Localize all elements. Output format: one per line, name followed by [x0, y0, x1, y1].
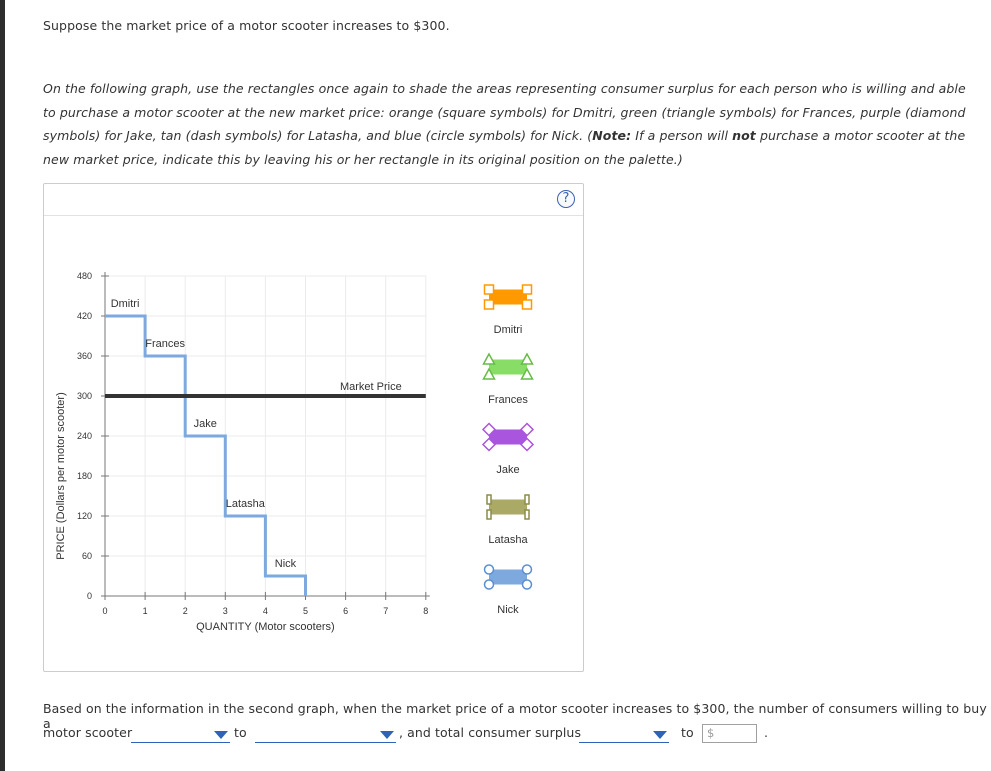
diamond-handle-icon[interactable]: [519, 437, 535, 452]
market-price-label: Market Price: [340, 381, 402, 393]
x-tick-label: 3: [223, 606, 228, 616]
palette-label: Dmitri: [494, 324, 523, 336]
dash-handle-icon[interactable]: [486, 494, 492, 505]
dash-handle-icon[interactable]: [486, 509, 492, 520]
panel-header-divider: [44, 215, 583, 216]
triangle-handle-icon[interactable]: [520, 367, 534, 380]
square-handle-icon[interactable]: [483, 284, 495, 295]
circle-handle-icon[interactable]: [483, 564, 495, 575]
palette-rect-fill[interactable]: [489, 429, 527, 445]
triangle-handle-icon[interactable]: [482, 352, 496, 365]
circle-handle-icon[interactable]: [521, 564, 533, 575]
x-tick-label: 4: [263, 606, 268, 616]
palette-label: Jake: [496, 464, 519, 476]
y-tick-label: 480: [77, 271, 92, 281]
palette-rect-dmitri[interactable]: [483, 284, 533, 310]
palette-rect-jake[interactable]: [481, 422, 535, 452]
demand-step-label: Nick: [275, 558, 297, 570]
diamond-handle-icon[interactable]: [481, 437, 497, 452]
demand-step-label: Dmitri: [111, 298, 140, 310]
palette-rect-fill[interactable]: [489, 499, 527, 515]
y-tick-label: 0: [87, 591, 92, 601]
palette-rect-frances[interactable]: [482, 352, 534, 380]
square-handle-icon[interactable]: [521, 299, 533, 310]
to-text-2: to: [681, 725, 694, 740]
x-tick-label: 2: [183, 606, 188, 616]
x-axis-title: QUANTITY (Motor scooters): [196, 621, 335, 633]
left-edge-bar: [0, 0, 5, 771]
motor-scooter-text: motor scooter: [43, 725, 133, 740]
palette-rect-fill[interactable]: [489, 569, 527, 585]
palette-label: Nick: [497, 604, 519, 616]
y-tick-label: 60: [82, 551, 92, 561]
palette-rect-fill[interactable]: [489, 289, 527, 305]
square-handle-icon[interactable]: [521, 284, 533, 295]
consumer-surplus-input[interactable]: $: [702, 724, 757, 743]
palette-label: Frances: [488, 394, 528, 406]
and-total-text: , and total consumer surplus: [399, 725, 582, 740]
y-tick-label: 120: [77, 511, 92, 521]
demand-step-label: Jake: [194, 418, 217, 430]
consumer-surplus-chart: 0 60 120 180 240 300 360 420 480 0 1 2 3 4 5 6 7 8 QUANTIT…: [55, 271, 535, 633]
not-word: not: [732, 128, 756, 143]
y-tick-label: 420: [77, 311, 92, 321]
consumers-count-new-dropdown[interactable]: [255, 727, 396, 743]
triangle-handle-icon[interactable]: [520, 352, 534, 365]
chevron-down-icon: [214, 731, 228, 739]
y-tick-label: 240: [77, 431, 92, 441]
triangle-handle-icon[interactable]: [482, 367, 496, 380]
demand-step-label: Frances: [145, 338, 185, 350]
dash-handle-icon[interactable]: [524, 494, 530, 505]
palette-rect-latasha[interactable]: [486, 494, 530, 520]
note-label: Note:: [592, 128, 632, 143]
square-handle-icon[interactable]: [483, 299, 495, 310]
graph-panel: ? 0 60 120 180 240 300 360 420 480 0 1 2 3 4 5 6 7 8 QUANT…: [43, 183, 584, 672]
palette-label: Latasha: [488, 534, 528, 546]
chevron-down-icon: [380, 731, 394, 739]
period-text: .: [764, 725, 769, 740]
dash-handle-icon[interactable]: [524, 509, 530, 520]
x-tick-label: 1: [143, 606, 148, 616]
x-tick-label: 0: [102, 606, 107, 616]
x-tick-label: 7: [383, 606, 388, 616]
x-tick-label: 6: [343, 606, 348, 616]
circle-handle-icon[interactable]: [521, 579, 533, 590]
y-tick-label: 180: [77, 471, 92, 481]
intro-text: Suppose the market price of a motor scoo…: [43, 18, 450, 33]
y-tick-label: 360: [77, 351, 92, 361]
help-icon[interactable]: ?: [557, 190, 575, 208]
currency-symbol: $: [707, 726, 715, 740]
x-tick-label: 5: [303, 606, 308, 616]
diamond-handle-icon[interactable]: [481, 422, 497, 437]
palette-rect-nick[interactable]: [483, 564, 533, 590]
consumers-count-dropdown[interactable]: [131, 727, 230, 743]
consumer-surplus-dropdown[interactable]: [579, 727, 669, 743]
chevron-down-icon: [653, 731, 667, 739]
palette-rect-fill[interactable]: [489, 359, 527, 375]
question-sentence: Based on the information in the second g…: [43, 701, 987, 731]
demand-step-label: Latasha: [226, 498, 266, 510]
circle-handle-icon[interactable]: [483, 579, 495, 590]
y-axis-title: PRICE (Dollars per motor scooter): [55, 392, 67, 560]
instructions-text: On the following graph, use the rectangl…: [43, 81, 966, 167]
demand-curve: [105, 314, 307, 596]
y-tick-label: 300: [77, 391, 92, 401]
to-text-1: to: [234, 725, 247, 740]
diamond-handle-icon[interactable]: [519, 422, 535, 437]
x-tick-label: 8: [423, 606, 428, 616]
